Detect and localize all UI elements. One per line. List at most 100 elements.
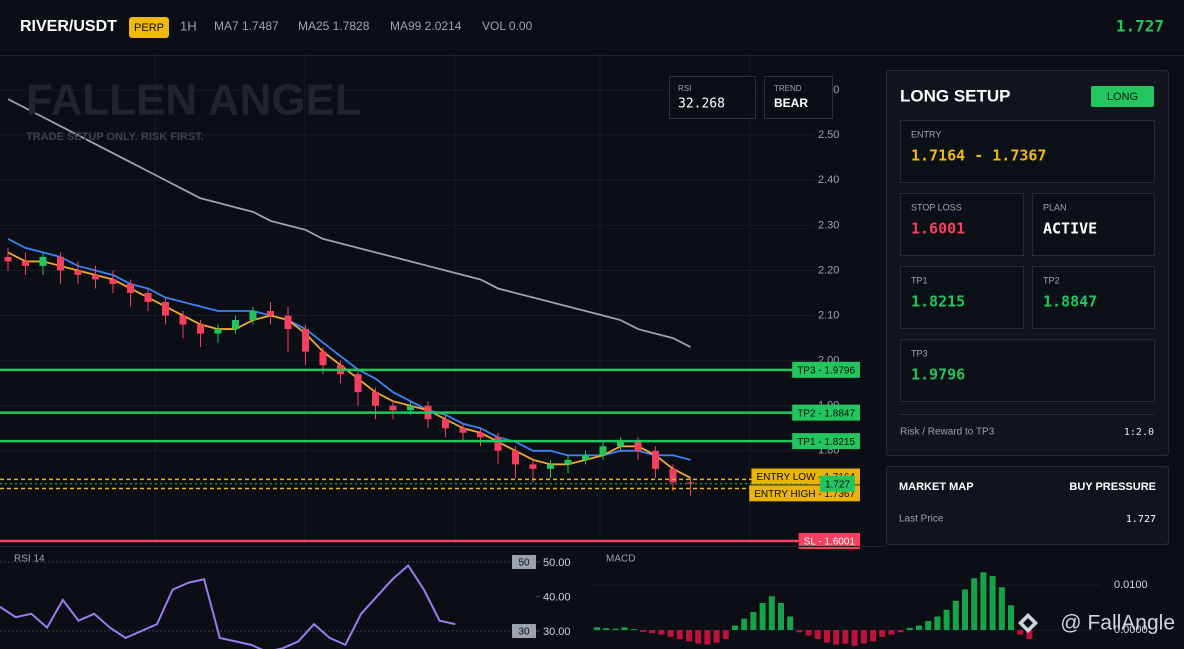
last-price: 1.727	[1116, 17, 1164, 36]
y-tick-label: 2.20	[818, 264, 839, 276]
histogram-bar	[824, 630, 830, 643]
candle-body	[22, 261, 29, 266]
candle-body	[564, 459, 572, 465]
histogram-bar	[732, 625, 738, 631]
histogram-bar	[989, 575, 996, 631]
market-subtitle: BUY PRESSURE	[1069, 481, 1156, 493]
y-tick-label: 30.00	[543, 626, 571, 638]
candle-body	[529, 464, 537, 469]
last-price-label: Last Price	[899, 514, 944, 525]
candle-body	[372, 392, 379, 406]
candle-body	[669, 468, 677, 483]
histogram-bar	[612, 628, 619, 631]
trend-box-value: BEAR	[774, 96, 808, 110]
watermark-subtitle: TRADE SETUP ONLY. RISK FIRST.	[26, 131, 204, 143]
tp3-value: 1.9796	[911, 366, 965, 384]
y-tick-label: 0.0100	[1114, 579, 1148, 591]
histogram-bar	[787, 616, 794, 631]
level-label: 1.727	[825, 479, 850, 490]
candle-body	[57, 256, 64, 271]
rsi-box-label: RSI	[678, 84, 691, 93]
level-label: TP2 - 1.8847	[797, 408, 855, 419]
entry-value: 1.7164 - 1.7367	[911, 147, 1046, 165]
histogram-bar	[952, 600, 959, 631]
tp1-box	[900, 266, 1024, 329]
volume: VOL 0.00	[482, 19, 533, 33]
band-label: 50	[518, 558, 530, 569]
histogram-bar	[851, 630, 858, 646]
setup-title: LONG SETUP	[900, 86, 1011, 105]
ma-line	[7, 238, 691, 461]
level-tag	[792, 433, 860, 450]
histogram-bar	[741, 618, 748, 631]
macd-pane: MACD 0.0100 0.0000	[592, 554, 1148, 646]
histogram-bar	[842, 630, 849, 644]
histogram-bar	[870, 630, 876, 642]
histogram-bar	[686, 630, 692, 642]
histogram-bar	[768, 596, 775, 631]
side-badge[interactable]	[1091, 86, 1154, 107]
candle-body	[389, 405, 397, 411]
histogram-bar	[833, 630, 840, 645]
histogram-bar	[879, 630, 886, 637]
rsi-box	[669, 76, 756, 119]
side-text[interactable]: LONG	[1107, 91, 1138, 103]
pane-title: RSI 14	[14, 554, 45, 565]
rsi-pane: RSI 14 50 30 50.00 40.00 30.00	[0, 554, 571, 649]
tp2-label: TP2	[1043, 275, 1060, 285]
interval[interactable]: 1H	[180, 18, 197, 33]
level-label: ENTRY LOW - 1.7164	[756, 472, 855, 483]
trend-box	[764, 76, 833, 119]
histogram-bar	[713, 630, 720, 643]
histogram-bar	[640, 630, 646, 632]
candle-body	[74, 270, 82, 275]
brand: @ FallAngle	[1060, 612, 1175, 635]
tp2-box	[1032, 266, 1155, 329]
candle-body	[284, 315, 292, 330]
candle-body	[634, 441, 642, 451]
ma-line	[7, 98, 691, 348]
histogram-bar	[805, 630, 812, 636]
histogram-bar	[649, 630, 656, 634]
level-tag	[819, 475, 855, 492]
band-tag	[512, 555, 536, 570]
plan-box	[1032, 193, 1155, 256]
candle-body	[354, 374, 362, 393]
candle-body	[214, 329, 222, 334]
symbol: RIVER/USDT	[20, 18, 117, 35]
candle-body	[92, 274, 99, 280]
ma99: MA99 2.0214	[390, 19, 462, 33]
candle-body	[267, 311, 274, 316]
histogram-bar	[759, 603, 766, 631]
candle-body	[512, 450, 519, 465]
histogram-bar	[603, 628, 610, 631]
candle-body	[127, 283, 134, 293]
histogram-bar	[980, 572, 987, 631]
y-tick-label: 50.00	[543, 557, 571, 569]
histogram-bar	[906, 627, 913, 631]
histogram-bar	[860, 630, 867, 644]
sl-value: 1.6001	[911, 220, 965, 238]
level-tag	[792, 404, 860, 421]
histogram-bar	[1008, 605, 1014, 631]
candle-body	[459, 428, 467, 433]
candle-body	[197, 324, 204, 334]
histogram-bar	[934, 616, 941, 631]
tp3-box	[900, 339, 1155, 402]
histogram-bar	[916, 625, 922, 631]
market-card	[886, 466, 1169, 545]
candle-body	[599, 446, 607, 456]
rsi-box-value: 32.268	[678, 97, 725, 112]
watermark-title: FALLEN ANGEL	[26, 76, 362, 125]
histogram-bar	[621, 627, 628, 631]
candle-body	[547, 464, 554, 469]
candle-body	[162, 302, 169, 316]
plan-label: PLAN	[1043, 202, 1067, 212]
histogram-bar	[695, 630, 702, 644]
y-tick-label: 2.50	[818, 129, 839, 141]
tp2-value: 1.8847	[1043, 293, 1097, 311]
histogram-bar	[998, 587, 1005, 631]
candle-body	[109, 279, 117, 284]
level-tag	[798, 532, 860, 549]
